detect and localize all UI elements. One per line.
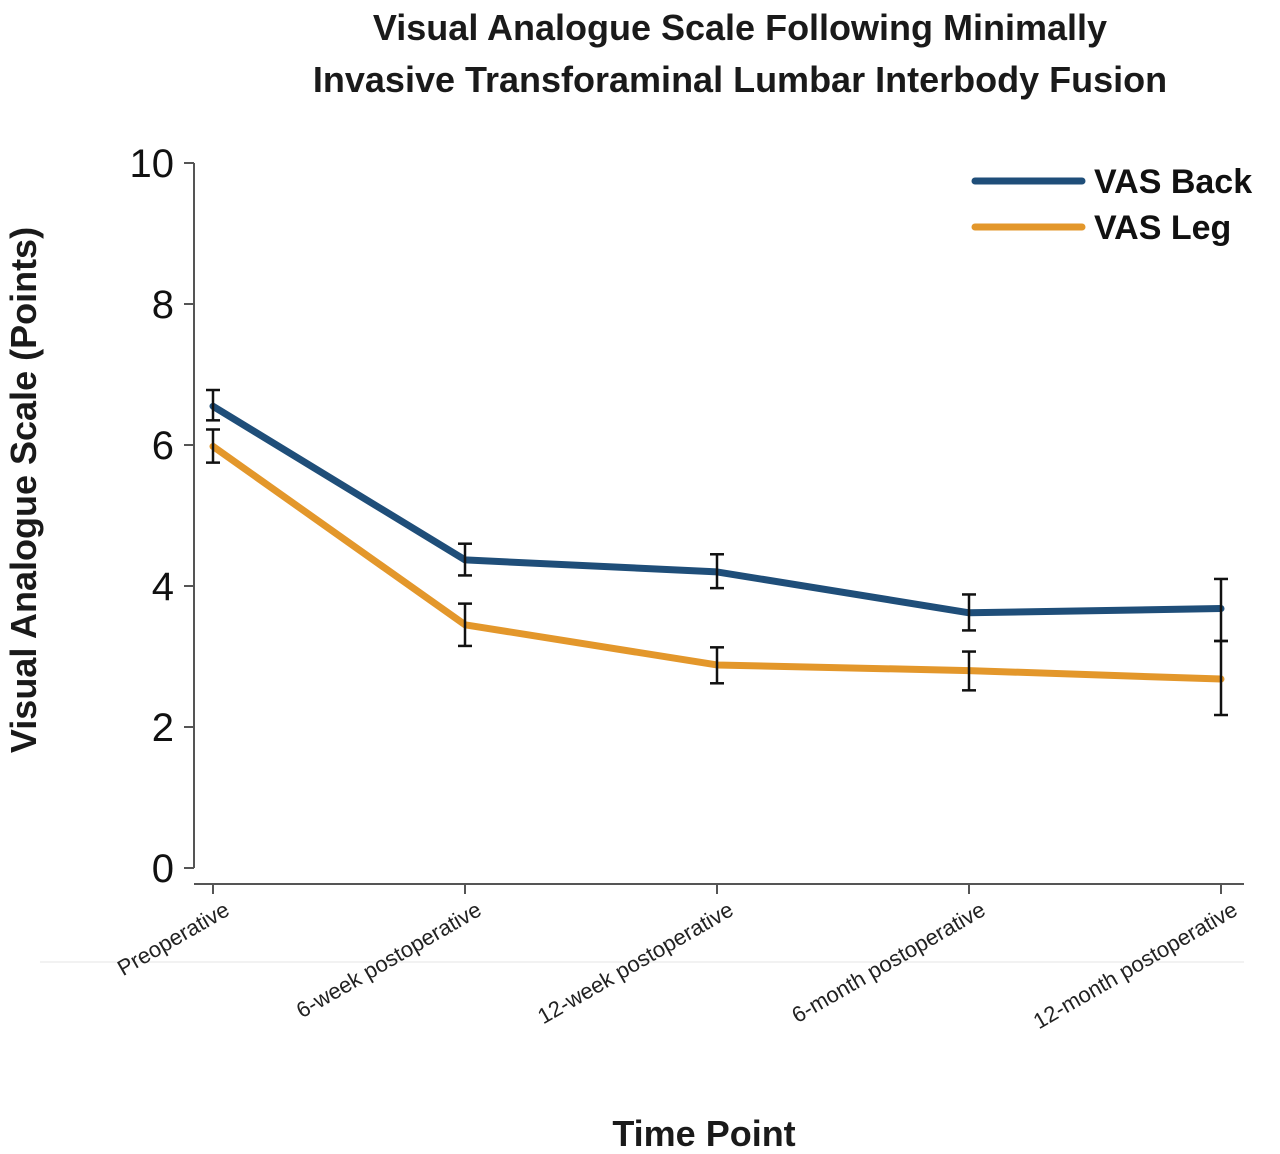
legend: VAS Back VAS Leg [971, 163, 1252, 247]
x-tick-label-4: 12-month postoperative [1029, 897, 1242, 1034]
error-bar-1-3 [962, 650, 976, 692]
y-tick-label-0: 0 [152, 847, 174, 891]
error-bar-0-0 [206, 388, 220, 422]
y-tick-label-6: 6 [152, 424, 174, 468]
chart-title-line-2: Invasive Transforaminal Lumbar Interbody… [313, 59, 1167, 100]
y-tick-label-10: 10 [130, 142, 175, 186]
error-bar-0-1 [458, 542, 472, 577]
y-tick-label-2: 2 [152, 706, 174, 750]
y-axis: 0 2 4 6 8 10 [130, 142, 195, 891]
legend-label-0: VAS Back [1094, 163, 1252, 201]
y-tick-label-8: 8 [152, 283, 174, 327]
x-tick-label-1: 6-week postoperative [292, 897, 486, 1023]
y-axis-title: Visual Analogue Scale (Points) [3, 227, 44, 753]
error-bar-1-0 [206, 428, 220, 464]
series-vas-back [206, 388, 1228, 643]
error-bar-1-2 [710, 646, 724, 685]
series-layer [206, 388, 1228, 717]
y-tick-label-4: 4 [152, 565, 174, 609]
error-bar-0-2 [710, 553, 724, 590]
error-bar-1-1 [458, 602, 472, 648]
x-tick-label-0: Preoperative [113, 897, 234, 981]
error-bar-0-3 [962, 593, 976, 632]
legend-label-1: VAS Leg [1094, 209, 1231, 247]
series-vas-leg [206, 428, 1228, 717]
x-tick-label-2: 12-week postoperative [533, 897, 737, 1029]
x-axis-title: Time Point [612, 1113, 795, 1154]
chart-title-line-1: Visual Analogue Scale Following Minimall… [373, 7, 1107, 48]
x-axis: Preoperative 6-week postoperative 12-week … [40, 883, 1244, 1034]
error-bar-1-4 [1214, 639, 1228, 717]
